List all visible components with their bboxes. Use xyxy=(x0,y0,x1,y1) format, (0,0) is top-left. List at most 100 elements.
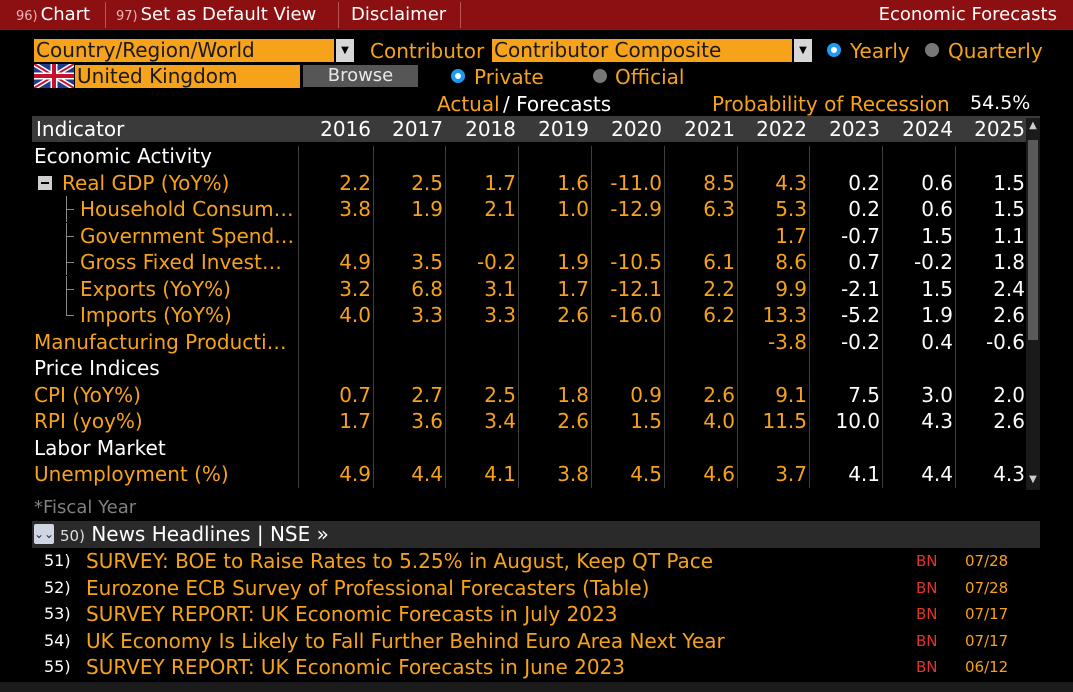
value-cell-2019[interactable]: 3.8 xyxy=(557,462,589,486)
value-cell-2018[interactable]: 2.5 xyxy=(484,382,516,407)
value-cell-2020[interactable] xyxy=(594,329,662,355)
value-cell-2018[interactable]: 3.4 xyxy=(484,409,516,433)
indicator-name[interactable]: Imports (YoY%) xyxy=(80,303,232,327)
value-cell-2017[interactable]: 2.7 xyxy=(411,382,443,407)
value-cell-2024[interactable]: 3.0 xyxy=(921,382,953,407)
value-cell-2025[interactable]: 1.8 xyxy=(993,250,1025,274)
news-headline[interactable]: Eurozone ECB Survey of Professional Fore… xyxy=(86,575,650,600)
value-cell-2021[interactable]: 4.6 xyxy=(703,462,735,486)
value-cell-2022[interactable]: 8.6 xyxy=(775,250,807,274)
year-header-2024[interactable]: 2024 xyxy=(902,117,953,141)
scroll-up-icon[interactable]: ▲ xyxy=(1029,120,1037,131)
news-header[interactable]: ⌄⌄ 50) News Headlines | NSE » xyxy=(32,521,1040,548)
news-header-label[interactable]: News Headlines | NSE » xyxy=(91,522,329,546)
year-header-2020[interactable]: 2020 xyxy=(611,117,662,141)
value-cell-2025[interactable]: 1.5 xyxy=(993,170,1025,195)
value-cell-2022[interactable]: 5.3 xyxy=(775,197,807,221)
value-cell-2021[interactable]: 2.6 xyxy=(703,382,735,407)
value-cell-2018[interactable]: -0.2 xyxy=(476,250,516,274)
value-cell-2021[interactable]: 2.2 xyxy=(703,276,735,301)
indicator-name[interactable]: Gross Fixed Invest… xyxy=(80,250,282,274)
indicator-name[interactable]: RPI (yoy%) xyxy=(34,409,143,433)
value-cell-2020[interactable]: -10.5 xyxy=(610,250,662,274)
news-item[interactable]: 53) SURVEY REPORT: UK Economic Forecasts … xyxy=(32,601,1040,627)
value-cell-2024[interactable]: 0.6 xyxy=(921,170,953,195)
value-cell-2019[interactable] xyxy=(521,223,589,249)
year-header-2023[interactable]: 2023 xyxy=(829,117,880,141)
table-row[interactable]: Household Consum… 3.8 1.9 2.1 1.0 -12.9 6.3 5.3… xyxy=(0,196,1030,222)
value-cell-2023[interactable]: 0.2 xyxy=(848,197,880,221)
indicator-name[interactable]: Exports (YoY%) xyxy=(80,276,231,301)
value-cell-2025[interactable]: 2.6 xyxy=(993,303,1025,327)
year-header-2022[interactable]: 2022 xyxy=(756,117,807,141)
value-cell-2017[interactable]: 4.4 xyxy=(411,462,443,486)
value-cell-2020[interactable]: 0.9 xyxy=(630,382,662,407)
value-cell-2022[interactable]: 1.7 xyxy=(775,223,807,248)
value-cell-2020[interactable] xyxy=(594,223,662,249)
indicator-name[interactable]: CPI (YoY%) xyxy=(34,382,141,407)
value-cell-2021[interactable] xyxy=(667,329,735,355)
table-row[interactable]: Government Spend… 1.7 -0.7 1.5 1.1 xyxy=(0,222,1030,249)
value-cell-2024[interactable]: 4.4 xyxy=(921,462,953,486)
value-cell-2018[interactable]: 4.1 xyxy=(484,462,516,486)
value-cell-2024[interactable]: 1.5 xyxy=(921,276,953,301)
year-header-2025[interactable]: 2025 xyxy=(974,117,1025,141)
value-cell-2019[interactable] xyxy=(521,329,589,355)
yearly-radio[interactable] xyxy=(827,43,841,57)
value-cell-2021[interactable] xyxy=(667,223,735,249)
table-row[interactable]: Gross Fixed Invest… 4.9 3.5 -0.2 1.9 -10.5 6.1… xyxy=(0,249,1030,275)
value-cell-2017[interactable]: 1.9 xyxy=(411,197,443,221)
value-cell-2017[interactable]: 6.8 xyxy=(411,276,443,301)
official-radio[interactable] xyxy=(593,69,607,83)
table-row[interactable]: Manufacturing Producti… -3.8 -0.2 0.4 -0.6 xyxy=(0,329,1030,355)
set-default-view-tab[interactable]: 97) Set as Default View xyxy=(116,2,316,28)
table-scrollbar[interactable]: ▲ ▼ xyxy=(1026,118,1040,490)
value-cell-2018[interactable]: 3.1 xyxy=(484,276,516,301)
value-cell-2024[interactable]: 0.6 xyxy=(921,197,953,221)
value-cell-2016[interactable]: 0.7 xyxy=(339,382,371,407)
disclaimer-tab[interactable]: Disclaimer xyxy=(351,2,446,28)
collapse-minus-icon[interactable] xyxy=(38,175,52,190)
value-cell-2024[interactable]: 1.5 xyxy=(921,223,953,248)
value-cell-2016[interactable]: 2.2 xyxy=(339,170,371,195)
value-cell-2016[interactable]: 3.2 xyxy=(339,276,371,301)
value-cell-2025[interactable]: 2.6 xyxy=(993,409,1025,433)
value-cell-2023[interactable]: 7.5 xyxy=(848,382,880,407)
chevron-down-icon[interactable]: ▼ xyxy=(336,39,354,62)
value-cell-2018[interactable]: 1.7 xyxy=(484,170,516,195)
value-cell-2019[interactable]: 2.6 xyxy=(557,303,589,327)
year-header-2016[interactable]: 2016 xyxy=(320,117,371,141)
indicator-name[interactable]: Household Consum… xyxy=(80,197,294,221)
value-cell-2018[interactable]: 2.1 xyxy=(484,197,516,221)
year-header-2021[interactable]: 2021 xyxy=(684,117,735,141)
value-cell-2023[interactable]: 10.0 xyxy=(835,409,880,433)
value-cell-2021[interactable]: 8.5 xyxy=(703,170,735,195)
indicator-name[interactable]: Government Spend… xyxy=(80,223,295,248)
indicator-name[interactable]: Real GDP (YoY%) xyxy=(62,170,230,195)
region-dropdown[interactable]: Country/Region/World xyxy=(34,39,334,62)
quarterly-label[interactable]: Quarterly xyxy=(948,39,1043,63)
collapse-chevron-icon[interactable]: ⌄⌄ xyxy=(34,524,54,544)
value-cell-2016[interactable] xyxy=(303,223,371,249)
value-cell-2024[interactable]: -0.2 xyxy=(913,250,953,274)
chart-tab[interactable]: 96) Chart xyxy=(16,2,90,28)
value-cell-2016[interactable]: 3.8 xyxy=(339,197,371,221)
value-cell-2025[interactable]: 4.3 xyxy=(993,462,1025,486)
value-cell-2023[interactable]: -2.1 xyxy=(840,276,880,301)
value-cell-2019[interactable]: 1.0 xyxy=(557,197,589,221)
value-cell-2020[interactable]: -12.1 xyxy=(610,276,662,301)
chevron-down-icon[interactable]: ▼ xyxy=(794,39,812,62)
value-cell-2023[interactable]: 4.1 xyxy=(848,462,880,486)
news-headline[interactable]: SURVEY: BOE to Raise Rates to 5.25% in A… xyxy=(86,549,714,573)
table-row[interactable]: Real GDP (YoY%) 2.2 2.5 1.7 1.6 -11.0 8.5 4.3 0.… xyxy=(0,170,1030,196)
news-item[interactable]: 51) SURVEY: BOE to Raise Rates to 5.25% i… xyxy=(32,548,1040,574)
table-row[interactable]: CPI (YoY%) 0.7 2.7 2.5 1.8 0.9 2.6 9.1 7.5 3.0 2.0 xyxy=(0,382,1030,408)
value-cell-2022[interactable]: 9.9 xyxy=(775,276,807,301)
value-cell-2025[interactable]: 2.0 xyxy=(993,382,1025,407)
value-cell-2021[interactable]: 4.0 xyxy=(703,409,735,433)
value-cell-2016[interactable]: 4.0 xyxy=(339,303,371,327)
value-cell-2023[interactable]: 0.2 xyxy=(848,170,880,195)
quarterly-radio[interactable] xyxy=(925,43,939,57)
value-cell-2016[interactable] xyxy=(303,329,371,355)
value-cell-2017[interactable]: 3.6 xyxy=(411,409,443,433)
